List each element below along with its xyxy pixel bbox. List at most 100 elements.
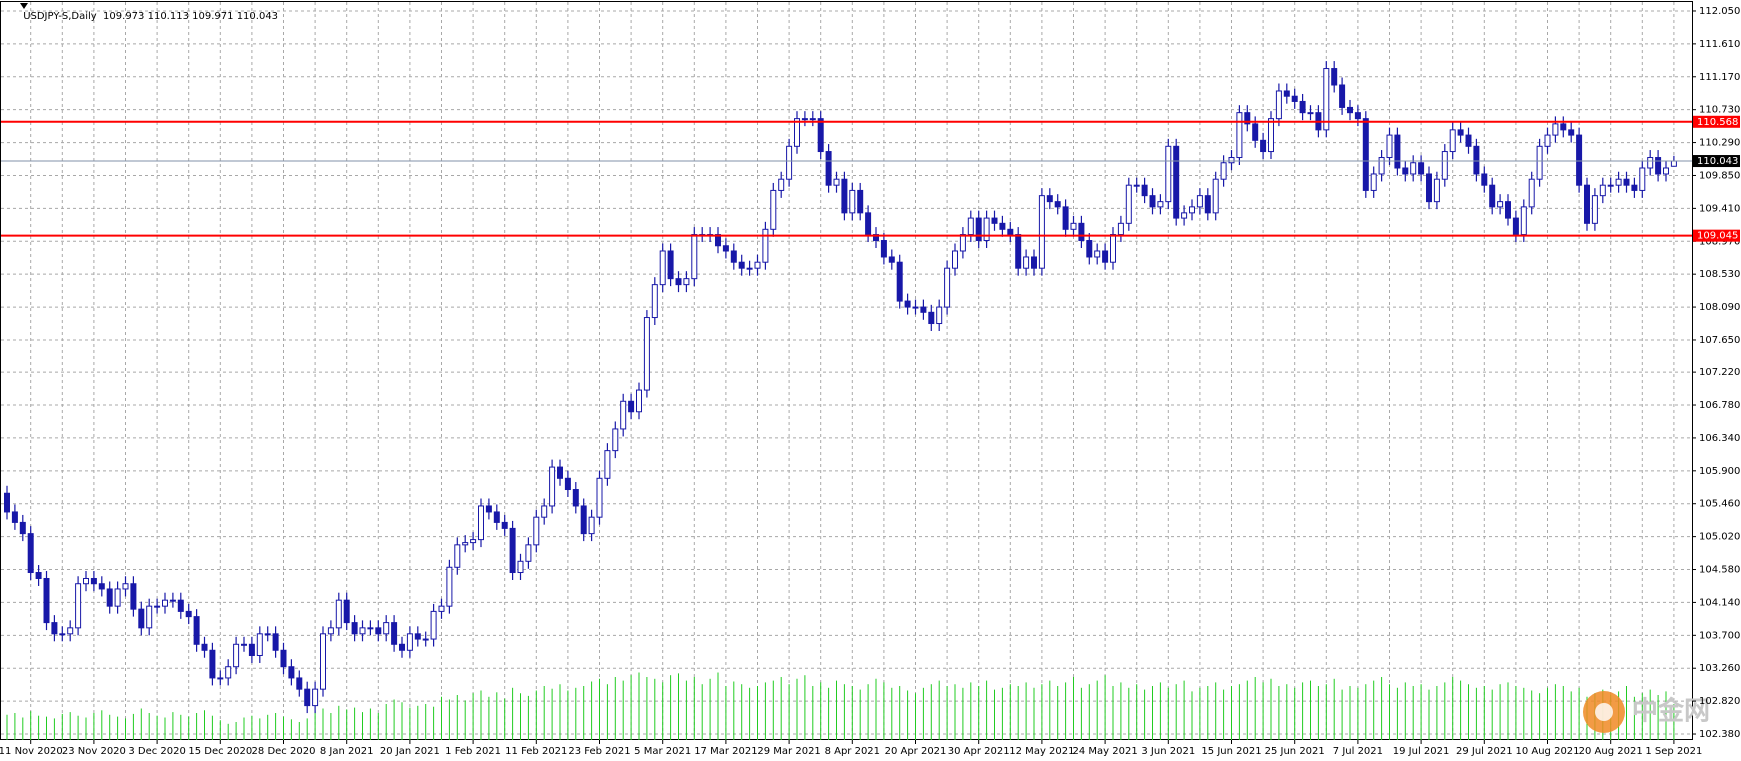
candle-body (1457, 129, 1464, 136)
candle-body (636, 389, 642, 413)
candle-body (399, 643, 405, 651)
candle-body (1670, 160, 1677, 167)
candle-body (841, 178, 848, 214)
candle-body (248, 643, 255, 657)
candle-body (770, 189, 777, 230)
x-tick-label: 20 Apr 2021 (885, 746, 947, 757)
candle-body (1252, 123, 1259, 141)
level-label-box (1693, 229, 1740, 242)
candle-body (438, 605, 445, 612)
y-tick-label: 111.610 (1699, 39, 1740, 50)
candle-body (612, 428, 619, 452)
candle-body (1015, 234, 1022, 269)
candle-body (1307, 112, 1314, 115)
x-tick-label: 24 May 2021 (1072, 746, 1137, 757)
x-tick-label: 7 Jul 2021 (1333, 746, 1383, 757)
candle-body (1631, 184, 1638, 191)
candle-body (75, 583, 82, 629)
y-tick-label: 105.460 (1699, 499, 1740, 510)
candle-body (541, 505, 548, 518)
candle-body (177, 599, 184, 612)
candle-body (1038, 195, 1045, 269)
candle-body (738, 261, 745, 269)
candle-body (1212, 178, 1219, 214)
candle-body (1402, 167, 1409, 175)
candle-body (1220, 162, 1227, 180)
candle-body (1007, 228, 1014, 236)
candle-body (533, 516, 540, 546)
y-tick-label: 110.730 (1699, 105, 1740, 116)
x-tick-label: 28 Dec 2020 (252, 746, 316, 757)
y-tick-label: 106.780 (1699, 400, 1740, 411)
candle-body (1117, 222, 1124, 236)
candle-body (904, 300, 911, 308)
y-tick-label: 109.850 (1699, 170, 1740, 181)
candle-body (478, 505, 484, 541)
candle-body (493, 511, 500, 523)
header-low: 109.971 (192, 11, 234, 22)
candle-body (572, 489, 579, 507)
candle-body (825, 151, 832, 186)
plot-frame (0, 1, 1693, 740)
candle-body (1639, 167, 1646, 191)
x-tick-label: 20 Aug 2021 (1579, 746, 1643, 757)
candle-body (1465, 134, 1472, 147)
candle-body (154, 605, 161, 608)
x-tick-label: 15 Dec 2020 (188, 746, 252, 757)
candle-body (754, 261, 761, 269)
x-tick-label: 3 Jun 2021 (1141, 746, 1195, 757)
header-close: 110.043 (236, 11, 279, 22)
candle-body (1426, 173, 1432, 203)
y-tick-label: 103.260 (1699, 663, 1740, 674)
header-open: 109.973 (103, 11, 145, 22)
candle-body (1102, 250, 1109, 263)
candle-body (138, 608, 145, 629)
candle-body (1497, 201, 1504, 208)
candle-body (1433, 178, 1440, 203)
y-tick-label: 108.090 (1699, 302, 1740, 313)
candle-body (454, 544, 461, 568)
candle-body (1323, 68, 1330, 131)
candle-body (1599, 184, 1606, 197)
candle-body (983, 217, 990, 242)
candle-body (272, 633, 279, 651)
candle-body (430, 610, 437, 640)
candle-body (1591, 195, 1598, 224)
candle-body (462, 542, 469, 546)
candle-body (557, 466, 563, 479)
level-label-box (1693, 115, 1740, 128)
candle-body (833, 178, 840, 186)
candle-body (1481, 173, 1488, 186)
x-tick-label: 12 May 2021 (1009, 746, 1074, 757)
candle-body (367, 627, 374, 630)
candle-body (722, 245, 729, 252)
candle-body (794, 118, 800, 147)
candle-body (1354, 112, 1361, 120)
candle-body (517, 560, 524, 574)
candle-body (896, 261, 903, 302)
chart-header: USDJPY-S,Daily 109.973 110.113 109.971 1… (20, 3, 278, 22)
candle-body (98, 583, 105, 590)
candle-body (1133, 184, 1140, 187)
candle-body (470, 539, 477, 544)
y-tick-label: 107.650 (1699, 335, 1740, 346)
x-tick-label: 29 Jul 2021 (1456, 746, 1513, 757)
candle-body (90, 577, 97, 585)
y-tick-label: 105.020 (1699, 532, 1740, 543)
candle-body (1655, 157, 1662, 175)
candle-body (1078, 222, 1085, 242)
candle-body (320, 633, 326, 690)
candle-body (1173, 145, 1180, 219)
y-tick-label: 102.820 (1699, 696, 1740, 707)
candle-body (201, 643, 208, 651)
candle-body (1623, 178, 1630, 186)
candle-body (130, 583, 137, 610)
candle-body (959, 234, 966, 252)
x-tick-label: 15 Jun 2021 (1201, 746, 1261, 757)
candle-body (1576, 134, 1583, 186)
candle-body (643, 317, 650, 391)
candle-body (1283, 90, 1290, 97)
candle-body (1607, 184, 1614, 187)
candle-body (312, 688, 319, 707)
